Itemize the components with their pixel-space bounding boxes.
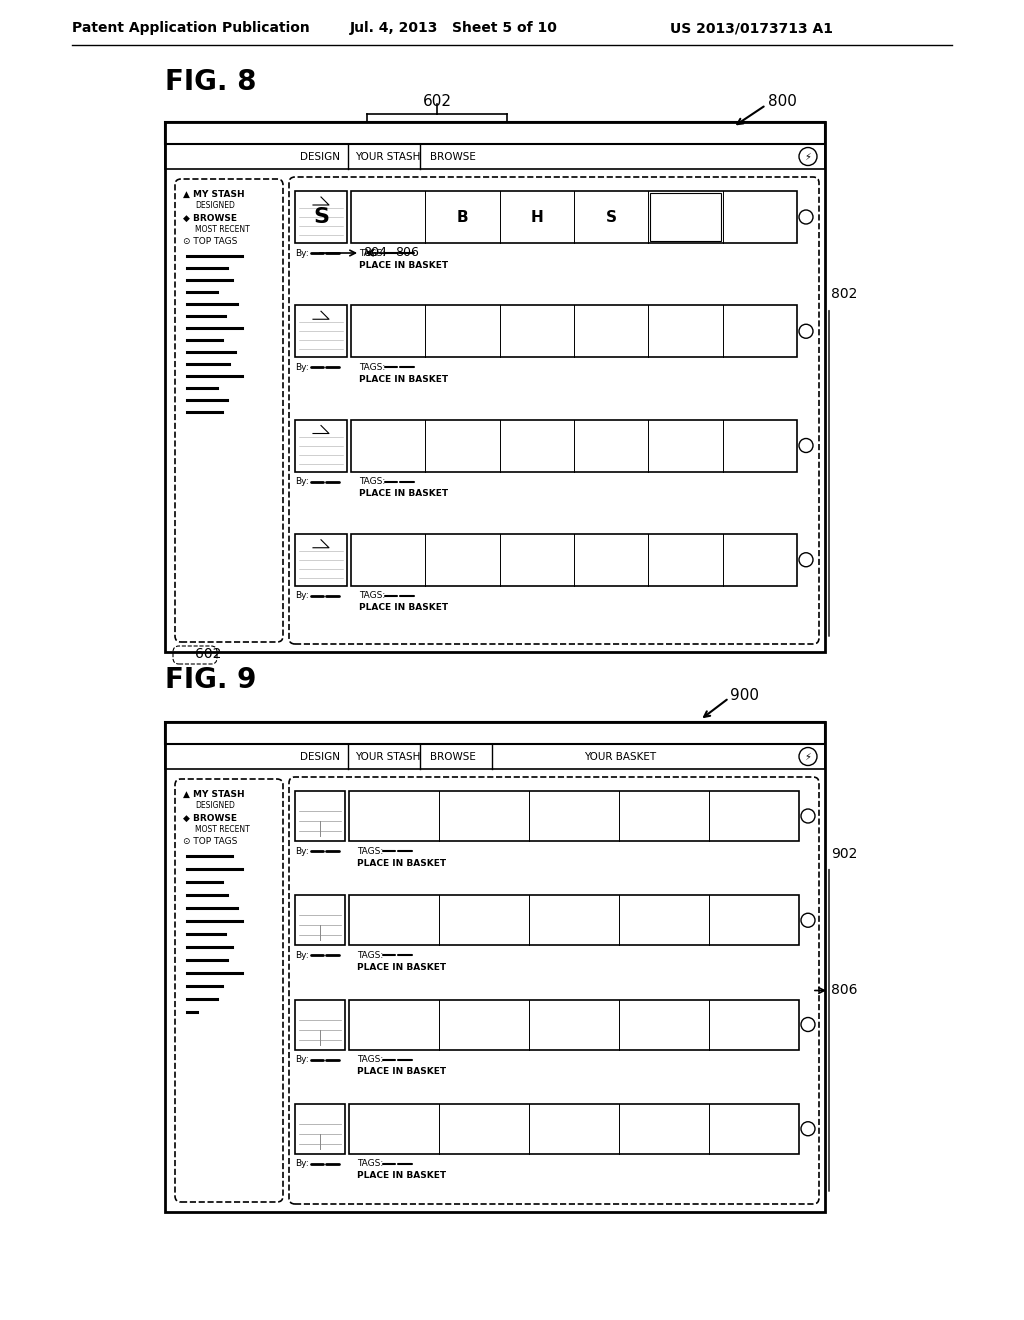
- Bar: [351, 420, 797, 471]
- Bar: [165, 121, 825, 144]
- Text: By:: By:: [295, 477, 309, 486]
- Text: YOUR STASH: YOUR STASH: [355, 751, 421, 762]
- Text: DESIGNED: DESIGNED: [195, 800, 234, 809]
- Text: Jul. 4, 2013   Sheet 5 of 10: Jul. 4, 2013 Sheet 5 of 10: [350, 21, 558, 36]
- Bar: [349, 895, 799, 945]
- Bar: [295, 533, 347, 586]
- Text: TAGS:: TAGS:: [357, 846, 383, 855]
- Text: DESIGN: DESIGN: [300, 152, 340, 161]
- Text: TAGS:: TAGS:: [359, 591, 385, 601]
- Text: ◆ BROWSE: ◆ BROWSE: [183, 214, 237, 223]
- Text: FIG. 8: FIG. 8: [165, 69, 256, 96]
- Bar: [165, 722, 825, 744]
- Bar: [351, 533, 797, 586]
- Bar: [295, 1104, 345, 1154]
- Text: By:: By:: [295, 846, 309, 855]
- Text: BROWSE: BROWSE: [430, 751, 476, 762]
- Text: TAGS:: TAGS:: [359, 477, 385, 486]
- Bar: [295, 791, 345, 841]
- Text: TAGS:: TAGS:: [357, 1055, 383, 1064]
- Text: Patent Application Publication: Patent Application Publication: [72, 21, 309, 36]
- Bar: [295, 420, 347, 471]
- Text: By:: By:: [295, 248, 309, 257]
- Bar: [165, 144, 825, 169]
- Bar: [351, 191, 797, 243]
- Bar: [351, 305, 797, 358]
- Bar: [349, 999, 799, 1049]
- Text: BROWSE: BROWSE: [430, 152, 476, 161]
- Text: 602: 602: [195, 647, 221, 661]
- Text: MOST RECENT: MOST RECENT: [195, 224, 250, 234]
- Text: 602: 602: [423, 95, 452, 110]
- Text: 806: 806: [831, 983, 857, 998]
- Text: By:: By:: [295, 591, 309, 601]
- Text: 804: 804: [362, 247, 387, 260]
- Text: TAGS:: TAGS:: [359, 363, 385, 372]
- Text: ⊙ TOP TAGS: ⊙ TOP TAGS: [183, 837, 238, 846]
- Text: By:: By:: [295, 363, 309, 372]
- Text: DESIGN: DESIGN: [300, 751, 340, 762]
- Text: ⚡: ⚡: [805, 152, 811, 161]
- Text: By:: By:: [295, 950, 309, 960]
- Text: PLACE IN BASKET: PLACE IN BASKET: [357, 1067, 446, 1076]
- Text: PLACE IN BASKET: PLACE IN BASKET: [359, 488, 449, 498]
- Text: ▲ MY STASH: ▲ MY STASH: [183, 190, 245, 198]
- Text: 800: 800: [768, 95, 797, 110]
- Text: FIG. 9: FIG. 9: [165, 667, 256, 694]
- Text: MOST RECENT: MOST RECENT: [195, 825, 250, 833]
- Text: ▲ MY STASH: ▲ MY STASH: [183, 789, 245, 799]
- Text: H: H: [530, 210, 543, 224]
- Text: PLACE IN BASKET: PLACE IN BASKET: [359, 375, 449, 384]
- Bar: [165, 121, 825, 652]
- Text: By:: By:: [295, 1055, 309, 1064]
- Text: US 2013/0173713 A1: US 2013/0173713 A1: [670, 21, 833, 36]
- Bar: [295, 895, 345, 945]
- Text: 802: 802: [831, 286, 857, 301]
- Text: 806: 806: [395, 247, 419, 260]
- Text: 902: 902: [831, 847, 857, 861]
- Text: PLACE IN BASKET: PLACE IN BASKET: [357, 1171, 446, 1180]
- Bar: [295, 191, 347, 243]
- Bar: [295, 999, 345, 1049]
- Text: PLACE IN BASKET: PLACE IN BASKET: [357, 858, 446, 867]
- Text: YOUR BASKET: YOUR BASKET: [584, 751, 656, 762]
- Text: DESIGNED: DESIGNED: [195, 201, 234, 210]
- Text: TAGS:: TAGS:: [357, 950, 383, 960]
- Text: TAGS:: TAGS:: [359, 248, 385, 257]
- Text: S: S: [605, 210, 616, 224]
- Text: S: S: [313, 207, 329, 227]
- Text: B: B: [457, 210, 468, 224]
- Text: 900: 900: [730, 688, 759, 702]
- Text: YOUR STASH: YOUR STASH: [355, 152, 421, 161]
- Bar: [650, 193, 721, 242]
- Text: ◆ BROWSE: ◆ BROWSE: [183, 813, 237, 822]
- Text: ⊙ TOP TAGS: ⊙ TOP TAGS: [183, 238, 238, 247]
- Bar: [165, 744, 825, 770]
- Bar: [349, 791, 799, 841]
- Text: By:: By:: [295, 1159, 309, 1168]
- Bar: [295, 305, 347, 358]
- Text: PLACE IN BASKET: PLACE IN BASKET: [359, 260, 449, 269]
- Text: ⚡: ⚡: [805, 751, 811, 762]
- Bar: [165, 722, 825, 1212]
- Text: PLACE IN BASKET: PLACE IN BASKET: [359, 603, 449, 612]
- Text: TAGS:: TAGS:: [357, 1159, 383, 1168]
- Bar: [349, 1104, 799, 1154]
- Text: PLACE IN BASKET: PLACE IN BASKET: [357, 962, 446, 972]
